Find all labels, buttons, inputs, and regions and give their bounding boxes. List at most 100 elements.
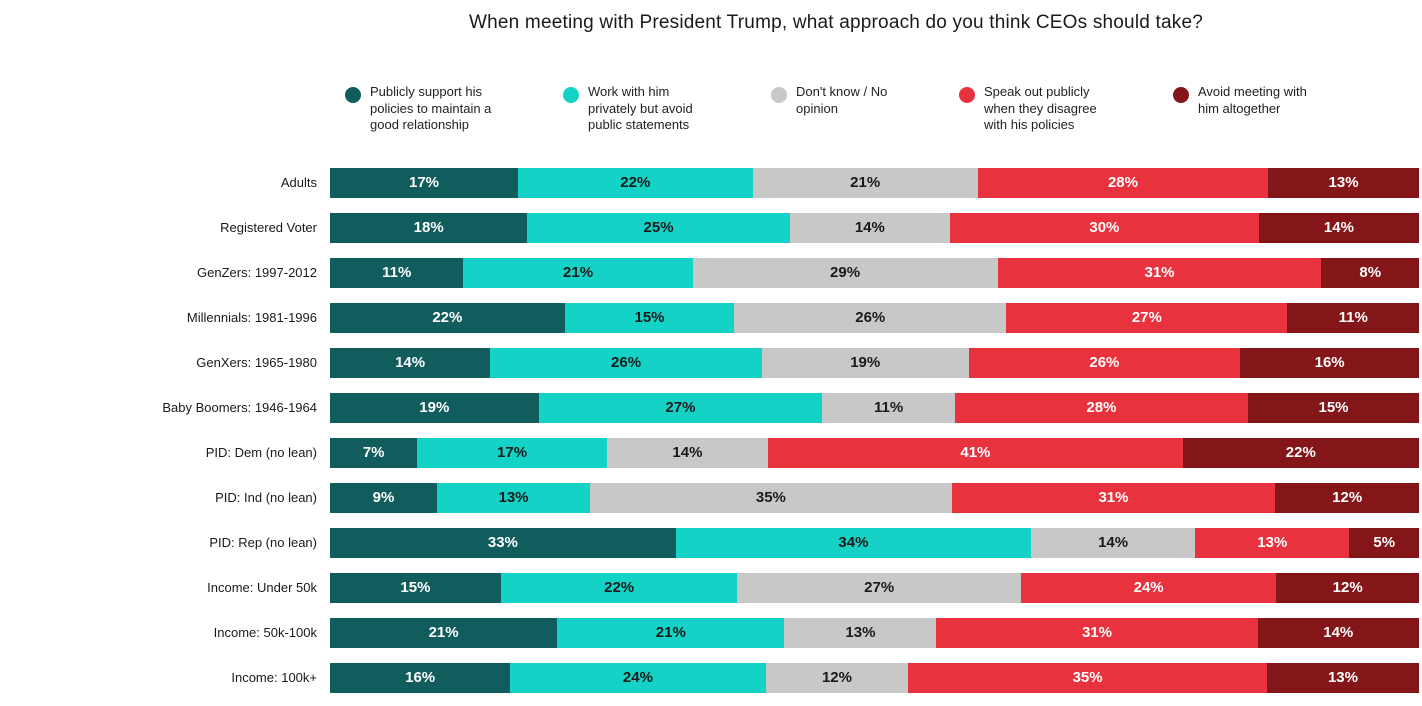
segment-value-label: 22%: [1285, 444, 1316, 462]
legend-label: Publicly support his policies to maintai…: [370, 84, 492, 133]
bar-track: 21% 21% 13% 31% 14%: [330, 617, 1419, 648]
bar-segment: 11%: [330, 257, 464, 288]
bar-row: GenZers: 1997-2012 11% 21% 29% 31% 8%: [0, 257, 1419, 288]
segment-value-label: 26%: [855, 309, 886, 327]
bar-segment: 13%: [436, 482, 591, 513]
segment-value-label: 35%: [755, 489, 786, 507]
bar-segment: 35%: [590, 482, 952, 513]
segment-value-label: 14%: [395, 354, 426, 372]
bar-segment: 25%: [527, 212, 790, 243]
bar-segment: 30%: [949, 212, 1259, 243]
bar-segment: 13%: [1266, 662, 1419, 693]
bar-track: 19% 27% 11% 28% 15%: [330, 392, 1419, 423]
bar-segment: 12%: [1276, 572, 1419, 603]
bar-row: Millennials: 1981-1996 22% 15% 26% 27% 11%: [0, 302, 1420, 333]
segment-value-label: 21%: [850, 174, 881, 192]
segment-value-label: 14%: [672, 444, 703, 462]
segment-value-label: 26%: [611, 354, 642, 372]
segment-value-label: 14%: [1323, 219, 1354, 237]
bar-segment: 34%: [675, 527, 1032, 558]
bar-segment: 17%: [417, 437, 607, 468]
segment-value-label: 15%: [400, 579, 431, 597]
bar-track: 7% 17% 14% 41% 22%: [330, 437, 1419, 468]
segment-value-label: 27%: [864, 579, 895, 597]
legend-item: Don't know / No opinion: [771, 84, 898, 117]
row-label: Registered Voter: [220, 220, 317, 236]
segment-value-label: 21%: [428, 624, 459, 642]
segment-value-label: 29%: [830, 264, 861, 282]
segment-value-label: 24%: [622, 669, 653, 687]
bar-segment: 21%: [752, 167, 978, 198]
segment-value-label: 12%: [1332, 579, 1363, 597]
chart-legend: Publicly support his policies to maintai…: [345, 84, 1320, 134]
bar-row: Adults 17% 22% 21% 28% 13%: [0, 167, 1419, 198]
legend-dot-icon: [959, 87, 975, 103]
bar-segment: 12%: [1275, 482, 1419, 513]
row-label: GenZers: 1997-2012: [197, 265, 317, 281]
segment-value-label: 22%: [620, 174, 651, 192]
bar-segment: 13%: [1268, 167, 1419, 198]
bar-segment: 33%: [330, 527, 676, 558]
bar-segment: 26%: [490, 347, 762, 378]
bar-segment: 22%: [330, 302, 565, 333]
legend-item: Speak out publicly when they disagree wi…: [959, 84, 1112, 134]
bar-segment: 15%: [1248, 392, 1419, 423]
segment-value-label: 12%: [1332, 489, 1363, 507]
bar-row: Income: 100k+ 16% 24% 12% 35% 13%: [0, 662, 1419, 693]
segment-value-label: 15%: [634, 309, 665, 327]
segment-value-label: 31%: [1098, 489, 1129, 507]
bar-segment: 27%: [1006, 302, 1288, 333]
segment-value-label: 17%: [497, 444, 528, 462]
bar-row: Income: Under 50k 15% 22% 27% 24% 12%: [0, 572, 1419, 603]
segment-value-label: 19%: [419, 399, 450, 417]
bar-segment: 22%: [518, 167, 753, 198]
bar-segment: 11%: [1287, 302, 1420, 333]
bar-segment: 31%: [951, 482, 1276, 513]
segment-value-label: 31%: [1144, 264, 1175, 282]
bar-track: 9% 13% 35% 31% 12%: [330, 482, 1419, 513]
bar-row: Income: 50k-100k 21% 21% 13% 31% 14%: [0, 617, 1419, 648]
bar-segment: 11%: [822, 392, 955, 423]
segment-value-label: 13%: [845, 624, 876, 642]
bar-track: 11% 21% 29% 31% 8%: [330, 257, 1419, 288]
segment-value-label: 22%: [432, 309, 463, 327]
row-label: Income: 100k+: [231, 670, 317, 686]
bar-row: GenXers: 1965-1980 14% 26% 19% 26% 16%: [0, 347, 1420, 378]
segment-value-label: 11%: [873, 399, 904, 417]
bar-segment: 22%: [500, 572, 738, 603]
bar-segment: 31%: [997, 257, 1322, 288]
row-label: Income: 50k-100k: [213, 625, 317, 641]
row-label: GenXers: 1965-1980: [196, 355, 317, 371]
legend-dot-icon: [563, 87, 579, 103]
segment-value-label: 33%: [487, 534, 518, 552]
bar-segment: 12%: [765, 662, 909, 693]
row-label: Baby Boomers: 1946-1964: [162, 400, 317, 416]
segment-value-label: 14%: [854, 219, 885, 237]
segment-value-label: 21%: [563, 264, 594, 282]
segment-value-label: 11%: [382, 264, 412, 282]
bar-segment: 15%: [330, 572, 501, 603]
bar-track: 22% 15% 26% 27% 11%: [330, 302, 1420, 333]
legend-dot-icon: [345, 87, 361, 103]
bar-track: 16% 24% 12% 35% 13%: [330, 662, 1419, 693]
legend-item: Publicly support his policies to maintai…: [345, 84, 502, 134]
bar-segment: 8%: [1321, 257, 1419, 288]
bar-segment: 24%: [1020, 572, 1277, 603]
segment-value-label: 13%: [1327, 669, 1358, 687]
bar-segment: 14%: [330, 347, 491, 378]
bar-segment: 16%: [330, 662, 511, 693]
segment-value-label: 13%: [1328, 174, 1359, 192]
page-title: When meeting with President Trump, what …: [469, 12, 1203, 33]
segment-value-label: 27%: [1131, 309, 1162, 327]
bar-segment: 14%: [1258, 212, 1419, 243]
row-label: Income: Under 50k: [207, 580, 317, 596]
bar-segment: 27%: [737, 572, 1021, 603]
bar-segment: 29%: [692, 257, 998, 288]
segment-value-label: 25%: [643, 219, 674, 237]
bar-segment: 14%: [1257, 617, 1419, 648]
segment-value-label: 9%: [372, 489, 395, 507]
legend-label: Speak out publicly when they disagree wi…: [984, 84, 1097, 133]
bar-row: PID: Ind (no lean) 9% 13% 35% 31% 12%: [0, 482, 1419, 513]
segment-value-label: 14%: [1323, 624, 1354, 642]
segment-value-label: 19%: [850, 354, 881, 372]
